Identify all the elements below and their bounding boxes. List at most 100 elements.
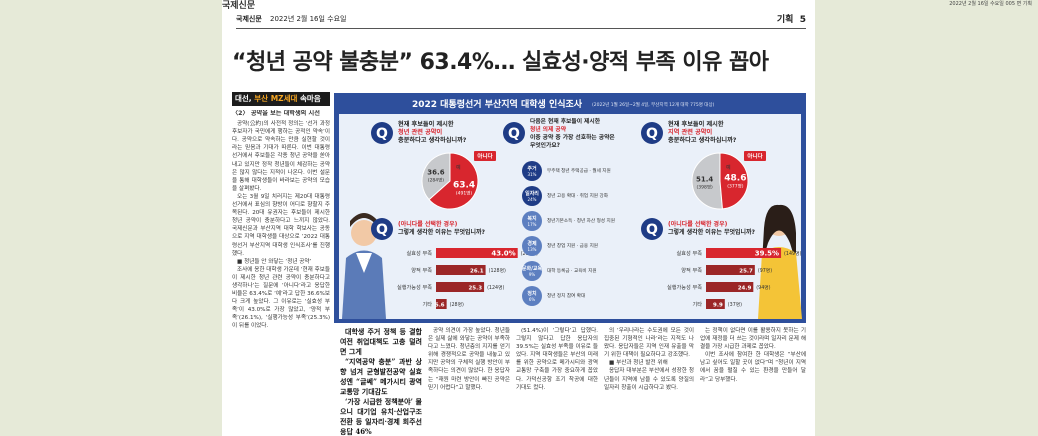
question-line: 이중 공약 중 가장 선호하는 공약은 bbox=[530, 133, 615, 141]
q-badge bbox=[503, 122, 525, 144]
pie-slice bbox=[691, 152, 724, 210]
topic-badge bbox=[522, 236, 542, 256]
column-lead: ‘가장 시급한 정책분야’ 물으니 대기업 유치·산업구조 전환 등 일자리·경… bbox=[340, 397, 422, 436]
bottom-column: 는 정책이 없다면 이를 활용하지 못하는 기업에 재정을 더 쓰는 것이라며 … bbox=[700, 327, 806, 436]
topic-badge bbox=[522, 186, 542, 206]
topic-share: 17% bbox=[528, 222, 537, 227]
reason-bar bbox=[436, 265, 486, 275]
header-date: 2022년 2월 16일 수요일 bbox=[270, 15, 347, 23]
question-line: 충분하다고 생각하십니까? bbox=[398, 136, 467, 144]
reason-label: 기타 bbox=[422, 300, 432, 308]
infographic-title: 2022 대통령선거 부산지역 대학생 인식조사 bbox=[412, 98, 583, 110]
pie-label: 아니다 bbox=[747, 152, 763, 160]
pie-count: (377명) bbox=[727, 182, 743, 189]
question-line: 현재 후보들이 제시한 bbox=[668, 120, 724, 128]
reason-bar bbox=[706, 248, 782, 258]
reason-bar bbox=[436, 248, 518, 258]
reason-count: (149명) bbox=[784, 250, 801, 257]
paragraph: (51.4%)이 ‘그렇다’고 답했다. 그렇지 않다고 답한 응답자의 39.… bbox=[516, 328, 598, 391]
reason-count: (94명) bbox=[756, 284, 770, 291]
header-paper: 국제신문 bbox=[236, 15, 262, 23]
section-name: 기획 bbox=[776, 15, 794, 25]
reason-label: 실행가능성 부족 bbox=[667, 283, 702, 291]
topic-tag: 경제 bbox=[527, 240, 537, 247]
reason-value: 25.7 bbox=[739, 269, 753, 275]
topic-tag: 일자리 bbox=[525, 190, 539, 197]
series-suffix: 속마음 bbox=[300, 94, 321, 103]
masthead-dateline: 2022년 2월 16일 수요일 005 면 기획 bbox=[949, 1, 1032, 7]
reason-question: (아니다를 선택한 경우) bbox=[668, 220, 728, 228]
reason-question: (아니다를 선택한 경우) bbox=[398, 220, 458, 228]
series-highlight: 부산 MZ세대 bbox=[254, 94, 298, 103]
pie-count: (491명) bbox=[456, 189, 472, 196]
topic-text: 청년 정치 참여 확대 bbox=[547, 292, 585, 299]
bottom-column: 대학생 주거 정책 등 결합 여전 취업대책도 고충 덜려면 그게 “지역공약 충… bbox=[340, 327, 422, 436]
reason-value: 5.6 bbox=[435, 303, 445, 309]
q-badge-letter: Q bbox=[376, 126, 388, 142]
pie-label: 예 bbox=[456, 164, 461, 171]
topic-text: 청년 창업 지원 · 금융 지원 bbox=[547, 242, 598, 249]
reason-label: 양적 부족 bbox=[681, 266, 702, 274]
q-badge bbox=[641, 218, 663, 240]
topic-badge bbox=[522, 161, 542, 181]
reason-count: (97명) bbox=[758, 267, 772, 274]
infographic-subtitle: (2022년 1월 26일~2월 4일, 부산지역 12개 대학 775명 대상… bbox=[592, 101, 715, 108]
reason-bar bbox=[436, 299, 447, 309]
q-badge bbox=[371, 122, 393, 144]
paragraph: 공약(公約)의 사전적 정의는 ‘선거 과정 후보자가 국민에게 행하는 공적인… bbox=[232, 121, 330, 192]
question-line: 지역 관련 공약이 bbox=[668, 128, 712, 136]
topic-badge bbox=[522, 211, 542, 231]
reason-label: 실행가능성 부족 bbox=[397, 283, 432, 291]
illustration-left bbox=[342, 213, 386, 319]
topic-share: 9% bbox=[529, 272, 536, 277]
reason-bar bbox=[706, 265, 755, 275]
paragraph: 공약 의견이 가장 높았다. 청년들은 실제 삶에 와닿는 공약이 부족하다고 … bbox=[428, 328, 510, 391]
question-line: 현재 후보들이 제시한 bbox=[398, 120, 454, 128]
paragraph: 오는 3월 9일 치러지는 제20대 대통령 선거에서 표심의 향방이 어디로 … bbox=[232, 193, 330, 257]
topic-share: 24% bbox=[528, 197, 537, 202]
reason-bar bbox=[706, 299, 725, 309]
left-subhead: 〈2〉 공약을 보는 대학생의 시선 bbox=[232, 110, 320, 117]
paragraph: 의 ‘우리나라는 수도권에 모든 것이 집중된 기형적인 나라’라는 지적도 나… bbox=[604, 328, 694, 359]
paragraph: 응답자 대부분은 부산에서 성장한 청년들이 지역에 남을 수 있도록 양질의 … bbox=[604, 368, 694, 391]
paragraph: 조사에 응한 대학생 가운데 ‘현재 후보들이 제시한 청년 관련 공약이 충분… bbox=[232, 266, 330, 330]
reason-label: 실효성 부족 bbox=[676, 249, 702, 257]
reason-label: 실효성 부족 bbox=[406, 249, 432, 257]
reason-value: 9.9 bbox=[713, 303, 723, 309]
topic-text: 대학 등록금 · 교육비 지원 bbox=[547, 267, 597, 274]
topic-tag: 정치 bbox=[527, 290, 537, 297]
headline: “청년 공약 불충분” 63.4%… 실효성·양적 부족 이유 꼽아 bbox=[232, 50, 769, 75]
pie-slice bbox=[428, 152, 479, 210]
reason-count: (124명) bbox=[487, 284, 504, 291]
pie-value: 36.6 bbox=[427, 169, 444, 177]
pie-count: (284명) bbox=[428, 177, 444, 184]
pie-slice bbox=[719, 152, 749, 210]
pie-count: (398명) bbox=[696, 184, 712, 191]
series-prefix: 대선, bbox=[235, 94, 252, 103]
pie-label: 아니다 bbox=[477, 152, 493, 160]
bottom-column: 의 ‘우리나라는 수도권에 모든 것이 집중된 기형적인 나라’라는 지적도 나… bbox=[604, 327, 694, 436]
q-badge-letter: Q bbox=[508, 126, 520, 142]
pie-label: 예 bbox=[726, 164, 731, 171]
reason-label: 기타 bbox=[692, 300, 702, 308]
question-line: 무엇인가요? bbox=[530, 141, 560, 149]
pie-slice bbox=[421, 152, 451, 201]
column-lead: 대학생 주거 정책 등 결합 여전 취업대책도 고충 덜려면 그게 bbox=[340, 327, 422, 356]
page-header: 국제신문 2022년 2월 16일 수요일 기획 5 bbox=[236, 14, 806, 29]
column-lead: “지역공약 충분” 과반 상향 넘겨 균형발전공약 실효성엔 “글쎄” 메가시티… bbox=[340, 357, 422, 396]
reason-value: 25.3 bbox=[468, 286, 482, 292]
pie-value: 48.6 bbox=[724, 173, 746, 183]
reason-label: 양적 부족 bbox=[411, 266, 432, 274]
paragraph: 는 정책이 없다면 이를 활용하지 못하는 기업에 재정을 더 쓰는 것이라며 … bbox=[700, 328, 806, 351]
question-line: 청년 관련 공약이 bbox=[398, 128, 442, 136]
topic-share: 6% bbox=[529, 297, 536, 302]
infographic: 2022 대통령선거 부산지역 대학생 인식조사 (2022년 1월 26일~2… bbox=[334, 93, 806, 323]
question-line: 청년 의제 공약 bbox=[530, 125, 567, 133]
q-badge-letter: Q bbox=[376, 222, 388, 238]
left-column: 〈2〉 공약을 보는 대학생의 시선 공약(公約)의 사전적 정의는 ‘선거 과… bbox=[232, 110, 330, 436]
reason-count: (37명) bbox=[728, 301, 742, 308]
reason-value: 39.5% bbox=[755, 250, 779, 258]
paragraph: ■ 부산과 청년 발전 위해 bbox=[609, 360, 668, 367]
topic-text: 청년기본소득 · 청년 자산 형성 지원 bbox=[547, 217, 615, 224]
